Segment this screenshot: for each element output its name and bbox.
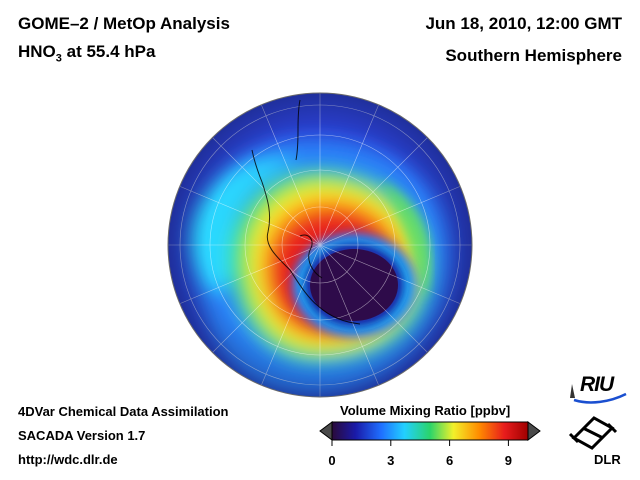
pressure-level: at 55.4 hPa xyxy=(61,42,156,61)
species-name: HNO xyxy=(18,42,56,61)
colorbar-tick-label: 6 xyxy=(445,453,454,468)
method-label: 4DVar Chemical Data Assimilation xyxy=(18,404,229,419)
dlr-logo-icon xyxy=(568,416,618,450)
riu-logo-icon xyxy=(570,384,627,404)
dlr-logo-text: DLR xyxy=(594,452,621,467)
colorbar-title: Volume Mixing Ratio [ppbv] xyxy=(340,403,511,418)
colorbar-tick-label: 0 xyxy=(328,453,336,468)
globe-outline xyxy=(167,92,473,398)
species-subscript: 3 xyxy=(55,52,62,65)
colorbar-tick-label: 3 xyxy=(387,453,395,468)
hemisphere-label: Southern Hemisphere xyxy=(445,46,622,65)
colorbar-tick-label: 9 xyxy=(504,453,513,468)
colorbar-over-arrow xyxy=(527,421,541,441)
colorbar-bar xyxy=(331,421,529,441)
map-title: GOME–2 / MetOp Analysis xyxy=(18,14,230,33)
website-link[interactable]: http://wdc.dlr.de xyxy=(18,452,118,467)
colorbar xyxy=(319,421,541,446)
map-subtitle: HNO3 at 55.4 hPa xyxy=(18,42,155,64)
riu-logo-text: RIU xyxy=(580,373,614,396)
colorbar-under-arrow xyxy=(319,421,333,441)
globe-field xyxy=(168,93,472,397)
date-time: Jun 18, 2010, 12:00 GMT xyxy=(425,14,622,33)
version-label: SACADA Version 1.7 xyxy=(18,428,146,443)
